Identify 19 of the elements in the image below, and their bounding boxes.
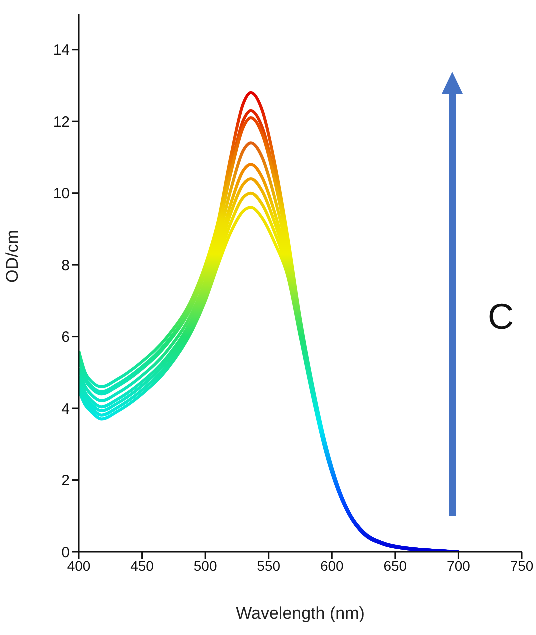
x-tick-label: 500: [194, 558, 218, 574]
y-tick-label: 6: [62, 329, 70, 346]
x-tick-label: 750: [510, 558, 534, 574]
y-tick-label: 14: [53, 42, 70, 60]
x-tick-label: 700: [447, 558, 471, 574]
y-tick-label: 2: [62, 472, 70, 490]
x-tick-label: 650: [384, 558, 408, 574]
y-tick-label: 10: [53, 186, 70, 203]
x-tick-label: 450: [130, 558, 154, 574]
annotation: C: [488, 296, 514, 338]
y-tick-label: 12: [53, 114, 70, 131]
y-tick-label: 8: [62, 257, 70, 274]
y-axis-title: OD/cm: [3, 230, 22, 283]
x-tick-label: 600: [320, 558, 344, 574]
x-tick-label: 400: [67, 558, 91, 574]
x-tick-label: 550: [257, 558, 281, 574]
y-tick-label: 0: [62, 544, 70, 562]
x-axis-title: Wavelength (nm): [236, 604, 365, 623]
y-tick-label: 4: [62, 400, 70, 418]
